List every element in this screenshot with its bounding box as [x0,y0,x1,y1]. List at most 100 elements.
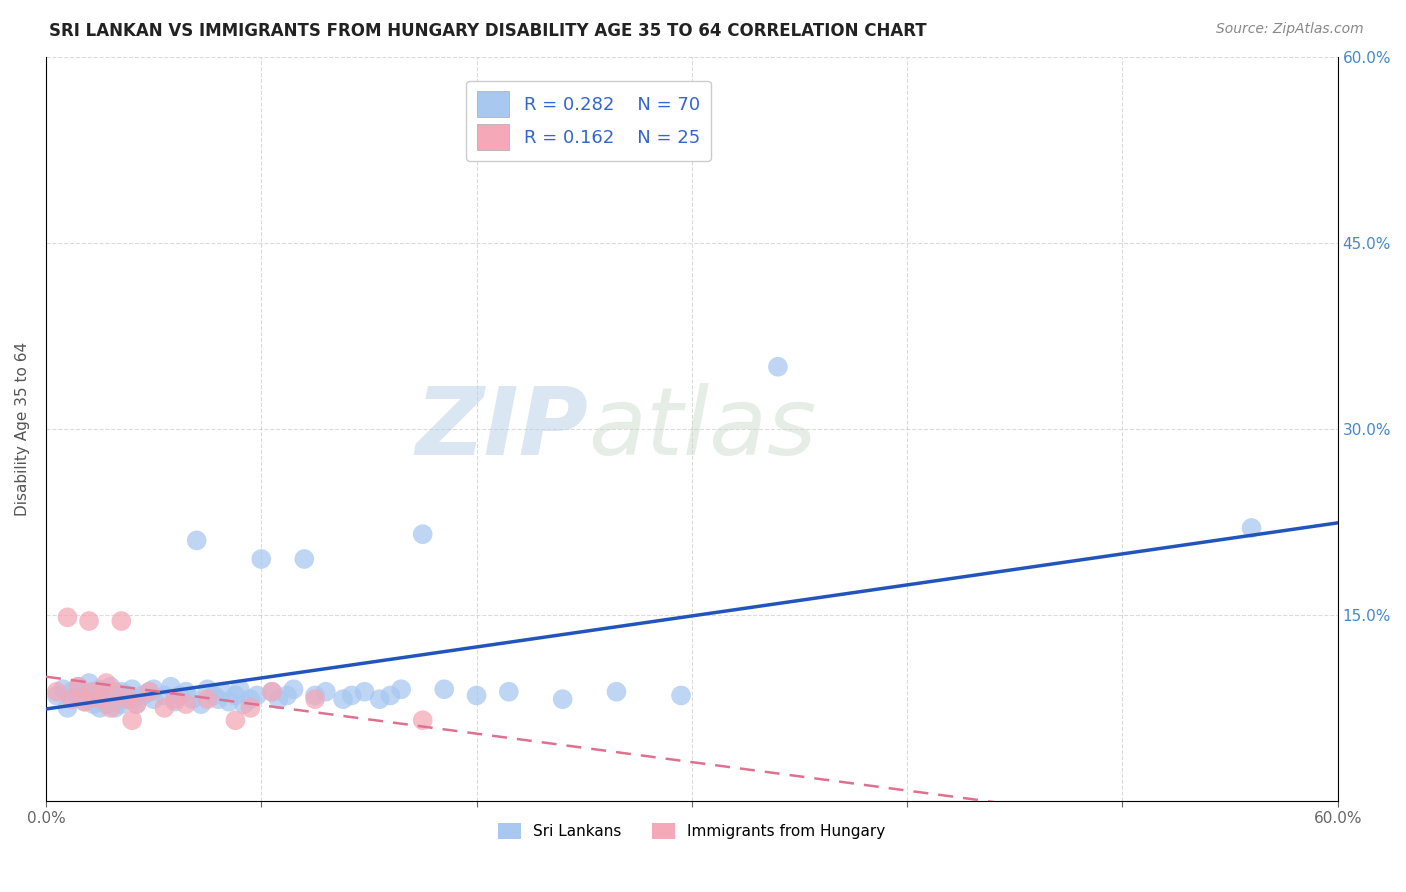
Point [56,701,79,715]
Point [340,689,363,703]
Point [551,692,574,706]
Point [67,680,90,694]
Text: ZIP: ZIP [416,383,589,475]
Point [207,692,229,706]
Point [389,682,412,697]
Point [190,697,212,711]
Point [121,682,143,697]
Point [412,713,434,727]
Point [45,689,67,703]
Point [239,692,262,706]
Point [67,680,90,694]
Point [380,689,402,703]
Point [77,614,100,628]
Point [292,552,315,566]
Point [142,682,165,697]
Point [353,684,375,698]
Point [433,682,456,697]
Point [766,359,789,374]
Point [100,680,122,694]
Point [100,701,122,715]
Point [332,692,354,706]
Point [246,689,269,703]
Point [197,682,219,697]
Point [669,689,692,703]
Point [260,684,283,698]
Point [142,692,165,706]
Point [239,701,262,715]
Point [218,695,240,709]
Point [250,552,273,566]
Point [110,684,132,698]
Point [174,684,197,698]
Point [125,697,148,711]
Point [89,701,111,715]
Point [465,689,488,703]
Point [60,692,83,706]
Point [96,692,118,706]
Point [117,692,139,706]
Point [77,692,100,706]
Point [96,676,118,690]
Point [104,701,127,715]
Point [304,692,326,706]
Point [412,527,434,541]
Point [73,695,96,709]
Point [605,684,627,698]
Point [160,680,183,694]
Point [82,684,104,698]
Point [110,614,132,628]
Point [233,697,256,711]
Point [267,692,290,706]
Point [174,697,197,711]
Point [104,684,127,698]
Text: SRI LANKAN VS IMMIGRANTS FROM HUNGARY DISABILITY AGE 35 TO 64 CORRELATION CHART: SRI LANKAN VS IMMIGRANTS FROM HUNGARY DI… [49,22,927,40]
Point [89,692,111,706]
Point [181,692,204,706]
Point [82,697,104,711]
Point [283,682,305,697]
Point [153,689,176,703]
Point [96,697,118,711]
Point [89,682,111,697]
Point [165,692,187,706]
Point [260,684,283,698]
Text: atlas: atlas [589,384,817,475]
Point [224,713,246,727]
Point [197,692,219,706]
Point [304,689,326,703]
Point [82,684,104,698]
Point [211,684,233,698]
Point [110,697,132,711]
Point [67,689,90,703]
Legend: Sri Lankans, Immigrants from Hungary: Sri Lankans, Immigrants from Hungary [492,817,891,846]
Point [52,682,75,697]
Point [202,689,225,703]
Point [315,684,337,698]
Point [125,697,148,711]
Point [132,689,155,703]
Point [169,689,191,703]
Point [368,692,391,706]
Point [138,684,160,698]
Point [1240,521,1263,535]
Point [228,682,250,697]
Point [56,610,79,624]
Text: Source: ZipAtlas.com: Source: ZipAtlas.com [1216,22,1364,37]
Point [165,695,187,709]
Point [121,713,143,727]
Point [104,695,127,709]
Point [60,684,83,698]
Point [153,701,176,715]
Point [121,692,143,706]
Point [117,689,139,703]
Point [73,695,96,709]
Point [224,689,246,703]
Y-axis label: Disability Age 35 to 64: Disability Age 35 to 64 [15,342,30,516]
Point [100,689,122,703]
Point [77,676,100,690]
Point [45,684,67,698]
Point [186,533,208,548]
Point [276,689,298,703]
Point [498,684,520,698]
